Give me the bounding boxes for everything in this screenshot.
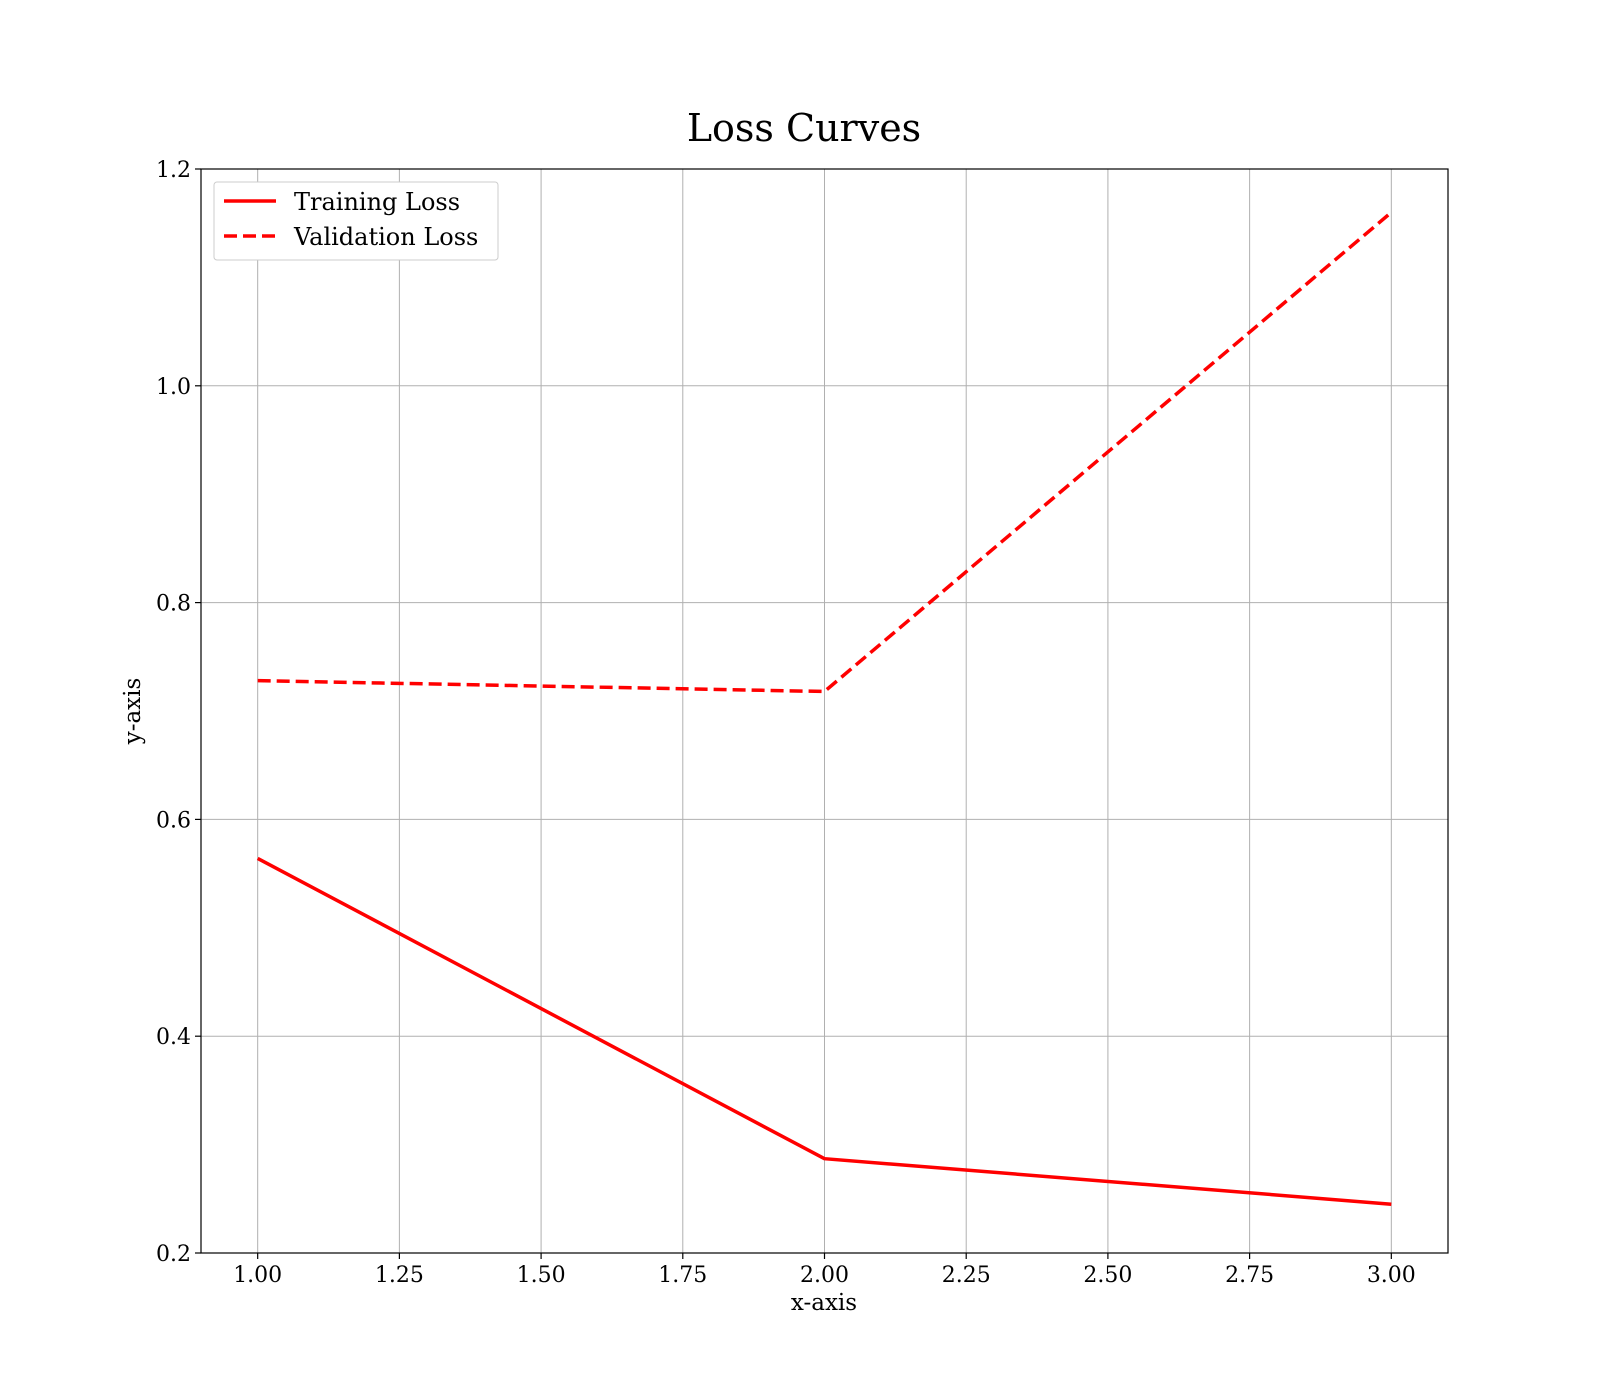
legend-validation-label: Validation Loss: [293, 223, 478, 251]
x-tick-label: 3.00: [1367, 1263, 1416, 1288]
y-tick-label: 1.0: [156, 375, 191, 400]
training-loss-line: [256, 856, 1392, 1206]
x-tick-label: 1.75: [658, 1263, 707, 1288]
legend-box: [213, 181, 499, 261]
x-ticks: 1.00 1.25 1.50 1.75 2.00 2.25 2.50 2.75 3.00: [233, 1253, 1416, 1288]
y-tick-label: 0.2: [156, 1242, 191, 1267]
legend-training-label: Training Loss: [294, 188, 460, 216]
x-tick-label: 1.00: [233, 1263, 282, 1288]
x-tick-label: 1.25: [375, 1263, 424, 1288]
x-tick-label: 2.75: [1225, 1263, 1274, 1288]
legend: Training Loss Validation Loss: [213, 181, 499, 261]
x-axis-label: x-axis: [791, 1290, 857, 1316]
y-axis-label: y-axis: [120, 678, 146, 746]
y-ticks: 0.2 0.4 0.6 0.8 1.0 1.2: [156, 158, 201, 1267]
chart-title: Loss Curves: [687, 106, 921, 150]
y-tick-label: 0.6: [156, 808, 191, 833]
y-tick-label: 0.8: [156, 592, 191, 617]
x-tick-label: 2.25: [942, 1263, 991, 1288]
series-layer: [256, 211, 1393, 1206]
x-tick-label: 2.00: [800, 1263, 849, 1288]
y-tick-label: 0.4: [156, 1025, 191, 1050]
x-tick-label: 1.50: [517, 1263, 566, 1288]
y-tick-label: 1.2: [156, 158, 191, 183]
x-tick-label: 2.50: [1083, 1263, 1132, 1288]
